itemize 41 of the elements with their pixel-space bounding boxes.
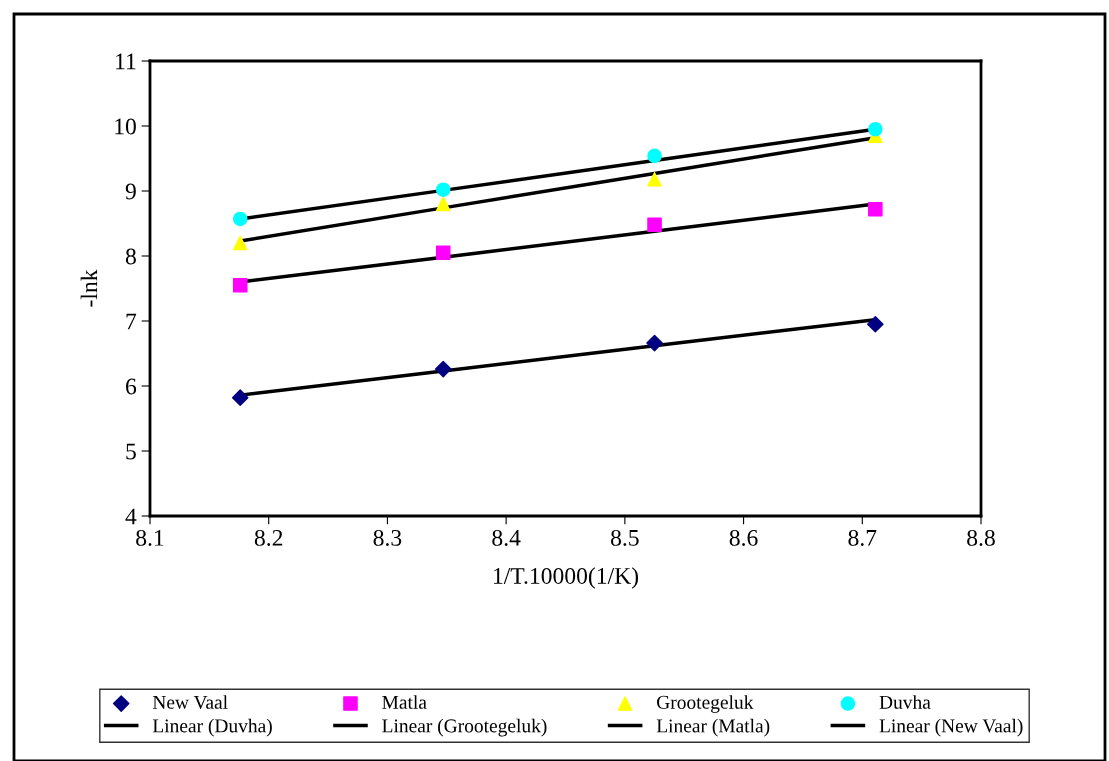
legend-label: Grootegeluk xyxy=(657,695,754,713)
point xyxy=(232,211,248,227)
point xyxy=(647,148,662,164)
point xyxy=(868,121,883,137)
point xyxy=(646,334,663,352)
x-tick-label: 8.4 xyxy=(492,529,521,546)
y-tick-label: 6 xyxy=(126,378,137,395)
legend-label: New Vaal xyxy=(152,695,228,709)
legend-label: Linear (Duvha) xyxy=(152,718,272,737)
point xyxy=(868,201,883,217)
point xyxy=(232,235,248,251)
x-axis-title: 1/T.10000(1/K) xyxy=(494,567,639,589)
y-tick-label: 9 xyxy=(125,183,136,200)
y-tick-label: 10 xyxy=(115,118,136,135)
legend-label: Linear (New Vaal) xyxy=(879,718,1023,737)
y-tick-label: 8 xyxy=(125,248,136,265)
y-tick-label: 5 xyxy=(126,443,136,460)
x-tick-label: 8.1 xyxy=(136,529,164,546)
x-tick-label: 8.3 xyxy=(373,529,402,546)
y-tick-label: 11 xyxy=(116,53,136,70)
x-tick-label: 8.2 xyxy=(254,529,283,546)
point xyxy=(231,389,249,407)
legend-label: Matla xyxy=(382,695,427,709)
point xyxy=(647,172,662,187)
x-tick-label: 8.8 xyxy=(967,529,995,546)
point xyxy=(647,217,662,233)
point xyxy=(867,315,884,333)
legend-label: Linear (Matla) xyxy=(656,718,770,737)
legend-label: Duvha xyxy=(879,695,931,709)
legend-label: Linear (Grootegeluk) xyxy=(382,718,547,737)
x-tick-label: 8.6 xyxy=(729,529,758,546)
y-axis-title: -lnk xyxy=(80,269,98,307)
x-tick-label: 8.5 xyxy=(611,529,639,546)
y-tick-label: 4 xyxy=(125,508,137,525)
x-tick-label: 8.7 xyxy=(848,529,877,546)
y-tick-label: 7 xyxy=(126,313,137,330)
point xyxy=(435,182,451,197)
point xyxy=(232,277,248,293)
point xyxy=(435,245,451,261)
point xyxy=(435,196,451,212)
point xyxy=(434,360,452,378)
